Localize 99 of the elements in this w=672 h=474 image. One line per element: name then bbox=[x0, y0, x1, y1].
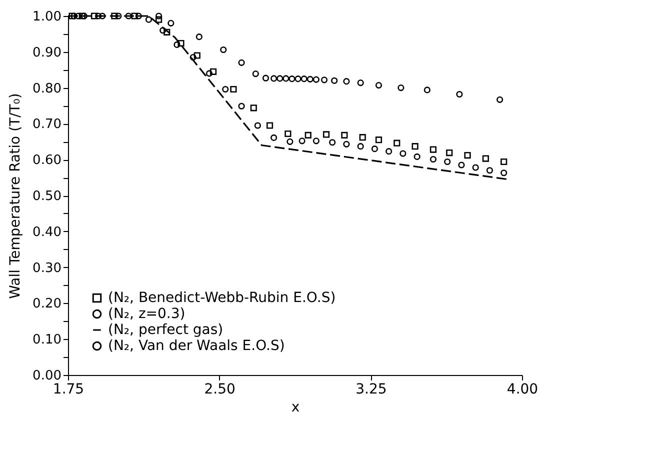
point bbox=[430, 146, 437, 153]
point bbox=[145, 16, 152, 23]
point bbox=[343, 140, 350, 148]
point bbox=[298, 138, 306, 144]
point bbox=[444, 158, 451, 166]
y-tick-label: 0.60 bbox=[32, 153, 62, 168]
point bbox=[156, 16, 162, 23]
point bbox=[386, 148, 392, 155]
point bbox=[111, 12, 118, 20]
y-tick-label: 0.80 bbox=[32, 81, 62, 96]
point bbox=[322, 131, 330, 138]
point bbox=[156, 12, 162, 20]
point bbox=[398, 84, 404, 92]
point bbox=[222, 86, 229, 93]
point bbox=[496, 96, 504, 103]
x-tick-label: 1.75 bbox=[52, 382, 84, 398]
point bbox=[486, 167, 494, 174]
y-tick-label: 0.10 bbox=[32, 332, 62, 348]
x-tick-label: 4.00 bbox=[506, 382, 538, 398]
point bbox=[266, 122, 274, 129]
point bbox=[164, 28, 170, 36]
point bbox=[430, 156, 437, 163]
point bbox=[238, 59, 245, 66]
point bbox=[252, 70, 259, 78]
point bbox=[306, 76, 314, 82]
point bbox=[125, 12, 132, 20]
x-tick-label: 3.25 bbox=[356, 382, 387, 398]
y-tick-label: 0.50 bbox=[32, 189, 62, 204]
point bbox=[375, 82, 382, 89]
y-tick-label: 0.90 bbox=[32, 45, 62, 60]
point bbox=[90, 12, 98, 20]
point bbox=[458, 162, 465, 168]
legend-label: (N₂, Benedict-Webb-Rubin E.O.S) bbox=[108, 290, 336, 306]
point bbox=[238, 102, 245, 110]
point bbox=[357, 79, 364, 86]
point bbox=[78, 12, 86, 20]
point bbox=[254, 122, 261, 129]
point bbox=[131, 12, 138, 20]
point bbox=[414, 153, 420, 160]
point bbox=[135, 12, 142, 20]
y-tick-label: 1.00 bbox=[32, 10, 62, 24]
point bbox=[482, 155, 489, 162]
point bbox=[178, 40, 184, 47]
point bbox=[464, 152, 471, 159]
point bbox=[115, 12, 122, 20]
point bbox=[312, 76, 320, 83]
point bbox=[194, 52, 200, 59]
point bbox=[394, 140, 400, 146]
point bbox=[371, 146, 378, 152]
point bbox=[341, 132, 348, 138]
point bbox=[262, 74, 270, 82]
point bbox=[99, 12, 106, 20]
y-tick-label: 0.00 bbox=[32, 368, 62, 384]
point bbox=[294, 76, 302, 82]
y-tick-label: 0.70 bbox=[32, 117, 62, 132]
point bbox=[500, 158, 508, 166]
y-tick-label: 0.40 bbox=[32, 224, 62, 240]
legend-label: (N₂, perfect gas) bbox=[108, 322, 224, 338]
point bbox=[359, 134, 366, 141]
point bbox=[304, 132, 312, 138]
x-axis-title: x bbox=[291, 400, 300, 416]
point bbox=[412, 143, 418, 150]
point bbox=[210, 68, 217, 75]
point bbox=[250, 104, 257, 112]
point bbox=[230, 86, 237, 93]
point bbox=[320, 76, 328, 84]
point bbox=[196, 34, 202, 40]
point bbox=[220, 46, 227, 54]
point bbox=[270, 75, 278, 82]
point bbox=[286, 138, 294, 145]
y-axis-title: Wall Temperature Ratio (T/T₀) bbox=[8, 93, 24, 299]
point bbox=[160, 27, 166, 34]
point bbox=[282, 75, 290, 82]
point bbox=[168, 20, 174, 26]
point bbox=[400, 150, 406, 157]
point bbox=[331, 77, 338, 84]
x-tick-label: 2.50 bbox=[204, 382, 236, 398]
point bbox=[456, 90, 463, 98]
point bbox=[424, 86, 430, 94]
point bbox=[312, 138, 320, 144]
point bbox=[206, 70, 213, 77]
point bbox=[68, 12, 76, 20]
point bbox=[270, 134, 278, 141]
point bbox=[472, 164, 479, 171]
point bbox=[375, 136, 382, 144]
legend-label: (N₂, z=0.3) bbox=[108, 306, 186, 322]
point bbox=[288, 76, 296, 82]
point bbox=[446, 149, 453, 156]
legend-label: (N₂, Van der Waals E.O.S) bbox=[108, 338, 285, 354]
y-tick-label: 0.20 bbox=[32, 296, 62, 312]
point bbox=[329, 139, 336, 146]
point bbox=[500, 170, 508, 176]
point bbox=[174, 41, 180, 48]
point bbox=[284, 130, 292, 138]
point bbox=[343, 78, 350, 85]
point bbox=[357, 143, 364, 150]
y-tick-label: 0.30 bbox=[32, 260, 62, 276]
point bbox=[276, 75, 284, 82]
point bbox=[300, 76, 308, 82]
